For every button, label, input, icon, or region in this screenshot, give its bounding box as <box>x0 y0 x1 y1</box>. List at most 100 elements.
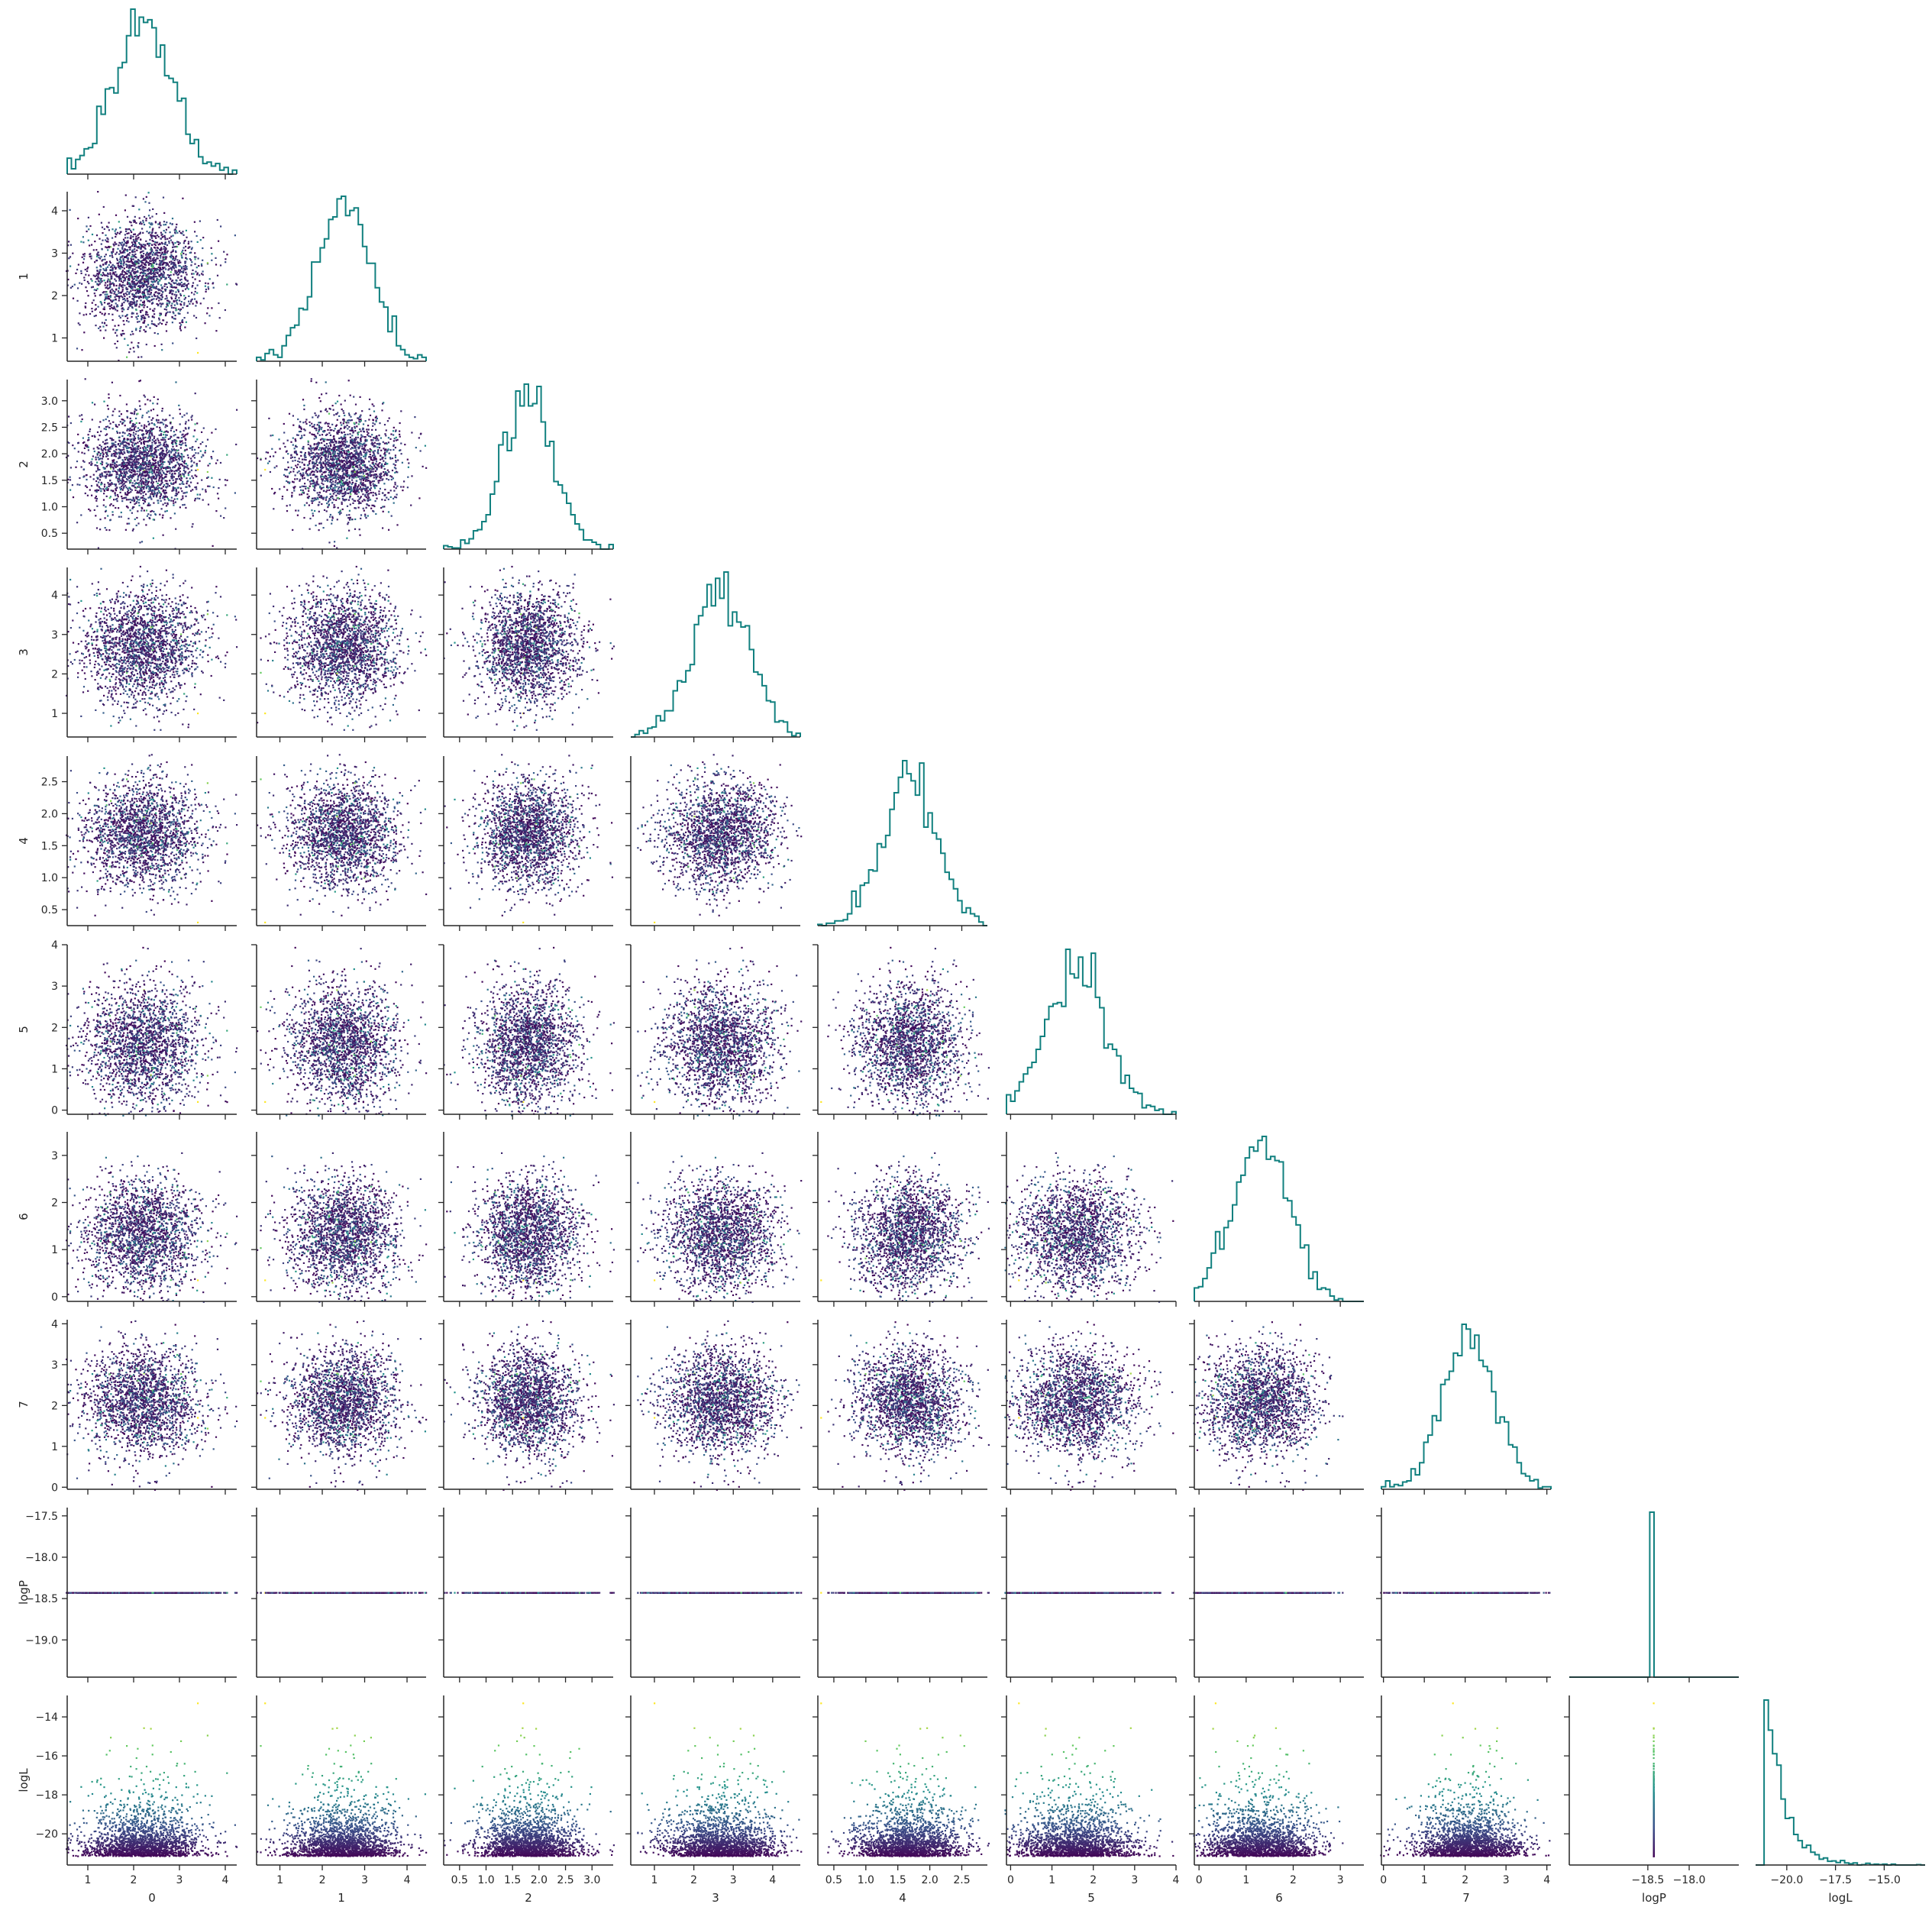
data-point <box>100 330 102 331</box>
data-point <box>155 250 157 251</box>
data-point <box>105 267 107 269</box>
data-point <box>213 287 215 289</box>
data-point <box>184 277 186 279</box>
data-point <box>180 295 182 296</box>
data-point <box>117 341 118 342</box>
data-point <box>161 234 163 236</box>
data-point <box>141 309 143 311</box>
data-point <box>191 299 192 301</box>
data-point <box>146 280 147 281</box>
data-point <box>137 277 139 279</box>
data-point <box>88 274 89 276</box>
data-point <box>194 256 195 257</box>
data-point <box>77 218 79 219</box>
data-point <box>133 239 134 241</box>
data-point <box>148 245 150 247</box>
data-point <box>107 273 108 274</box>
data-point <box>121 315 123 316</box>
data-point <box>151 296 153 297</box>
data-point <box>135 257 137 258</box>
data-point <box>117 248 118 250</box>
data-point <box>134 220 135 221</box>
data-point <box>116 252 118 254</box>
data-point <box>123 280 124 281</box>
data-point <box>183 266 185 267</box>
data-point <box>174 231 176 233</box>
data-point <box>175 308 176 309</box>
data-point <box>179 242 181 244</box>
data-point <box>115 332 116 334</box>
data-point <box>136 313 137 315</box>
data-point <box>128 272 130 273</box>
data-point <box>165 268 166 270</box>
data-point <box>154 268 156 270</box>
data-point <box>122 246 124 247</box>
data-point <box>149 209 150 211</box>
data-point <box>101 244 102 245</box>
data-point <box>191 261 192 263</box>
data-point <box>173 235 174 237</box>
data-point <box>126 294 128 296</box>
data-point <box>133 347 134 348</box>
data-point <box>118 280 120 282</box>
data-point <box>110 296 111 298</box>
data-point <box>156 288 157 289</box>
data-point <box>99 214 100 215</box>
data-point <box>115 280 117 282</box>
data-point <box>135 196 137 198</box>
data-point <box>70 244 72 246</box>
data-point <box>103 338 105 339</box>
data-point <box>128 284 130 286</box>
data-point <box>166 238 168 240</box>
data-point <box>124 248 125 250</box>
data-point <box>178 265 179 267</box>
data-point <box>155 238 157 239</box>
data-point <box>114 308 115 309</box>
data-point <box>171 269 173 270</box>
data-point <box>162 236 163 238</box>
data-point <box>86 225 87 227</box>
data-point <box>126 276 128 278</box>
data-point <box>119 275 121 276</box>
data-point <box>165 258 166 260</box>
data-point <box>103 273 105 275</box>
data-point <box>177 289 179 290</box>
data-point <box>153 298 154 299</box>
data-point <box>127 273 128 275</box>
data-point <box>115 234 117 235</box>
data-point <box>201 263 202 265</box>
data-point <box>206 312 208 314</box>
data-point <box>147 314 148 315</box>
data-point <box>134 260 136 262</box>
data-point <box>127 216 128 218</box>
data-point <box>154 241 156 243</box>
data-point <box>88 217 89 218</box>
data-point <box>122 330 124 331</box>
data-point <box>97 288 99 289</box>
data-point <box>131 298 133 299</box>
data-point <box>86 314 87 315</box>
data-point <box>147 324 149 325</box>
data-point <box>105 239 106 241</box>
data-point <box>101 304 102 305</box>
data-point <box>130 334 131 335</box>
data-point <box>121 276 123 278</box>
data-point <box>121 296 122 297</box>
data-point <box>192 270 193 271</box>
data-point <box>145 262 147 263</box>
data-point <box>132 236 134 238</box>
data-point <box>197 273 199 274</box>
data-point <box>183 234 184 236</box>
data-point <box>198 265 199 267</box>
data-point <box>175 315 176 316</box>
data-point <box>129 249 131 251</box>
data-point <box>100 256 102 257</box>
data-point <box>127 344 128 346</box>
data-point <box>146 231 147 232</box>
data-point <box>144 259 145 260</box>
data-point <box>123 320 124 322</box>
data-point <box>121 242 123 244</box>
data-point <box>203 298 205 299</box>
data-point <box>150 284 152 286</box>
data-point <box>102 272 104 273</box>
